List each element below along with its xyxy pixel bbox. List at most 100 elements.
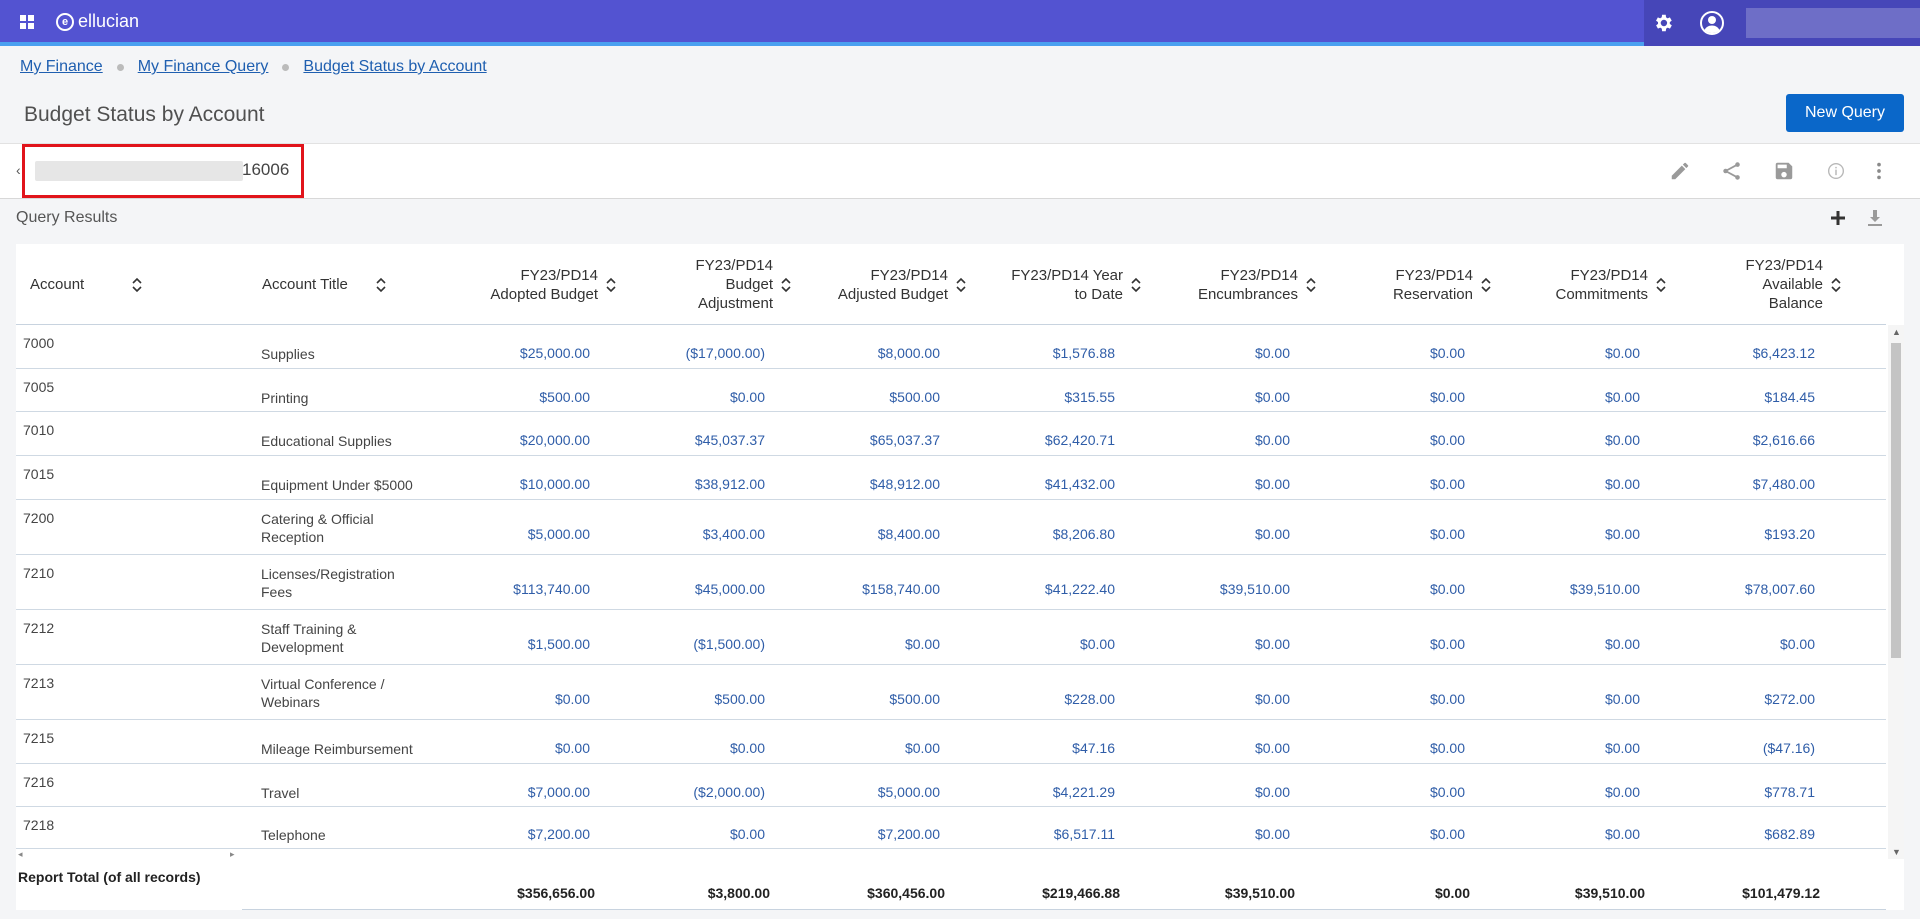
- scroll-left-arrow-icon[interactable]: ◂: [18, 849, 23, 859]
- collapse-arrow-icon[interactable]: ‹: [16, 162, 21, 178]
- amount-cell: $5,000.00: [527, 525, 590, 542]
- column-header-label: FY23/PD14 Adopted Budget: [490, 266, 598, 303]
- amount-cell: $0.00: [1429, 345, 1465, 361]
- total-amount-cell: $101,479.12: [1742, 885, 1820, 901]
- save-icon[interactable]: [1773, 160, 1795, 182]
- row-divider: [242, 499, 1886, 500]
- scroll-up-arrow-icon[interactable]: ▲: [1892, 327, 1901, 337]
- ellucian-logo[interactable]: e ellucian: [56, 11, 139, 32]
- row-divider: [242, 664, 1886, 665]
- table-row[interactable]: 7005 Printing $500.00 $0.00 $500.00 $315.55 $0…: [16, 369, 1886, 412]
- topbar-user-area: [1644, 0, 1920, 46]
- amount-cell: $0.00: [1604, 388, 1640, 405]
- share-icon[interactable]: [1721, 160, 1743, 182]
- account-cell: 7216: [23, 774, 55, 790]
- amount-cell: $0.00: [1604, 783, 1640, 800]
- amount-cell: $4,221.29: [1052, 783, 1115, 800]
- column-header[interactable]: FY23/PD14 Adjusted Budget: [796, 244, 966, 325]
- edit-pencil-icon[interactable]: [1669, 160, 1691, 182]
- column-header[interactable]: FY23/PD14 Available Balance: [1671, 244, 1841, 325]
- row-divider: [16, 848, 242, 849]
- vertical-scrollbar[interactable]: ▲ ▼: [1888, 325, 1904, 859]
- table-row[interactable]: 7218 Telephone $7,200.00 $0.00 $7,200.00 $6,5…: [16, 807, 1886, 849]
- amount-cell: $193.20: [1764, 525, 1815, 542]
- horizontal-scrollbar[interactable]: ◂ ▸: [16, 849, 242, 861]
- column-header[interactable]: FY23/PD14 Adopted Budget: [446, 244, 616, 325]
- user-name-box[interactable]: [1746, 8, 1920, 38]
- add-icon[interactable]: [1829, 209, 1847, 227]
- column-header[interactable]: Account Title: [262, 244, 422, 325]
- amount-cell: $38,912.00: [694, 476, 765, 492]
- breadcrumb-my-finance[interactable]: My Finance: [20, 58, 103, 75]
- sort-icon[interactable]: [1656, 277, 1666, 293]
- row-divider: [242, 719, 1886, 720]
- row-divider: [16, 609, 242, 610]
- new-query-button[interactable]: New Query: [1786, 94, 1904, 132]
- column-header-label: Account: [30, 276, 85, 293]
- download-icon[interactable]: [1866, 208, 1884, 228]
- amount-cell: $0.00: [1779, 635, 1815, 652]
- column-header[interactable]: Account: [30, 244, 190, 325]
- scroll-down-arrow-icon[interactable]: ▼: [1892, 847, 1901, 857]
- gear-icon[interactable]: [1652, 12, 1674, 34]
- table-row[interactable]: 7210 Licenses/Registration Fees $113,740.0…: [16, 555, 1886, 610]
- table-row[interactable]: 7212 Staff Training & Development $1,500.0…: [16, 610, 1886, 665]
- sort-icon[interactable]: [606, 277, 616, 293]
- amount-cell: $0.00: [1429, 432, 1465, 448]
- account-title-cell: Printing: [261, 389, 309, 406]
- amount-cell: $0.00: [904, 635, 940, 652]
- table-row[interactable]: 7010 Educational Supplies $20,000.00 $45,03…: [16, 412, 1886, 456]
- amount-cell: $1,576.88: [1052, 345, 1115, 361]
- query-selector-highlight[interactable]: 16006: [22, 144, 304, 198]
- user-avatar-icon[interactable]: [1700, 11, 1724, 35]
- amount-cell: ($1,500.00): [693, 635, 765, 652]
- table-row[interactable]: 7215 Mileage Reimbursement $0.00 $0.00 $0.00…: [16, 720, 1886, 764]
- ellucian-logo-mark: e: [56, 12, 74, 31]
- row-divider: [16, 499, 242, 500]
- amount-cell: $45,000.00: [694, 580, 765, 597]
- info-icon[interactable]: [1825, 160, 1847, 182]
- sort-icon[interactable]: [1306, 277, 1316, 293]
- row-divider: [242, 554, 1886, 555]
- amount-cell: $500.00: [889, 690, 940, 707]
- app-grid-icon[interactable]: [20, 15, 34, 29]
- sort-icon[interactable]: [1481, 277, 1491, 293]
- table-row[interactable]: 7015 Equipment Under $5000 $10,000.00 $38,9…: [16, 456, 1886, 500]
- amount-cell: $62,420.71: [1044, 432, 1115, 448]
- sort-icon[interactable]: [956, 277, 966, 293]
- amount-cell: $39,510.00: [1219, 580, 1290, 597]
- amount-cell: $158,740.00: [862, 580, 940, 597]
- amount-cell: $7,200.00: [877, 826, 940, 842]
- row-divider: [16, 455, 242, 456]
- more-options-icon[interactable]: [1868, 160, 1890, 182]
- sort-icon[interactable]: [132, 277, 142, 293]
- amount-cell: $7,000.00: [527, 783, 590, 800]
- breadcrumb-budget-status[interactable]: Budget Status by Account: [303, 58, 487, 75]
- total-amount-cell: $219,466.88: [1042, 885, 1120, 901]
- column-header[interactable]: FY23/PD14 Reservation: [1321, 244, 1491, 325]
- table-row[interactable]: 7000 Supplies $25,000.00 ($17,000.00) $8,000…: [16, 325, 1886, 369]
- column-header[interactable]: FY23/PD14 Encumbrances: [1146, 244, 1316, 325]
- column-header[interactable]: FY23/PD14 Year to Date: [966, 244, 1141, 325]
- scroll-right-arrow-icon[interactable]: ▸: [230, 849, 235, 859]
- scrollbar-thumb[interactable]: [1891, 343, 1901, 658]
- row-divider: [16, 554, 242, 555]
- table-row[interactable]: 7216 Travel $7,000.00 ($2,000.00) $5,000.00 $…: [16, 764, 1886, 807]
- query-strip: ‹ 16006: [0, 143, 1920, 199]
- column-header[interactable]: FY23/PD14 Commitments: [1496, 244, 1666, 325]
- breadcrumb-my-finance-query[interactable]: My Finance Query: [137, 58, 269, 75]
- table-row[interactable]: 7213 Virtual Conference / Webinars $0.00 $5…: [16, 665, 1886, 720]
- amount-cell: $0.00: [1429, 690, 1465, 707]
- sort-icon[interactable]: [1131, 277, 1141, 293]
- column-header[interactable]: FY23/PD14 Budget Adjustment: [626, 244, 791, 325]
- total-amount-cell: $356,656.00: [517, 885, 595, 901]
- sort-icon[interactable]: [376, 277, 386, 293]
- sort-icon[interactable]: [781, 277, 791, 293]
- sort-icon[interactable]: [1831, 277, 1841, 293]
- table-row[interactable]: 7200 Catering & Official Reception $5,000.…: [16, 500, 1886, 555]
- row-divider: [16, 368, 242, 369]
- amount-cell: $0.00: [1604, 432, 1640, 448]
- amount-cell: ($17,000.00): [685, 345, 765, 361]
- results-table: ▲ ▼ ◂ ▸ Account Account Title FY23/PD14 Ado…: [16, 244, 1904, 910]
- amount-cell: $0.00: [1429, 580, 1465, 597]
